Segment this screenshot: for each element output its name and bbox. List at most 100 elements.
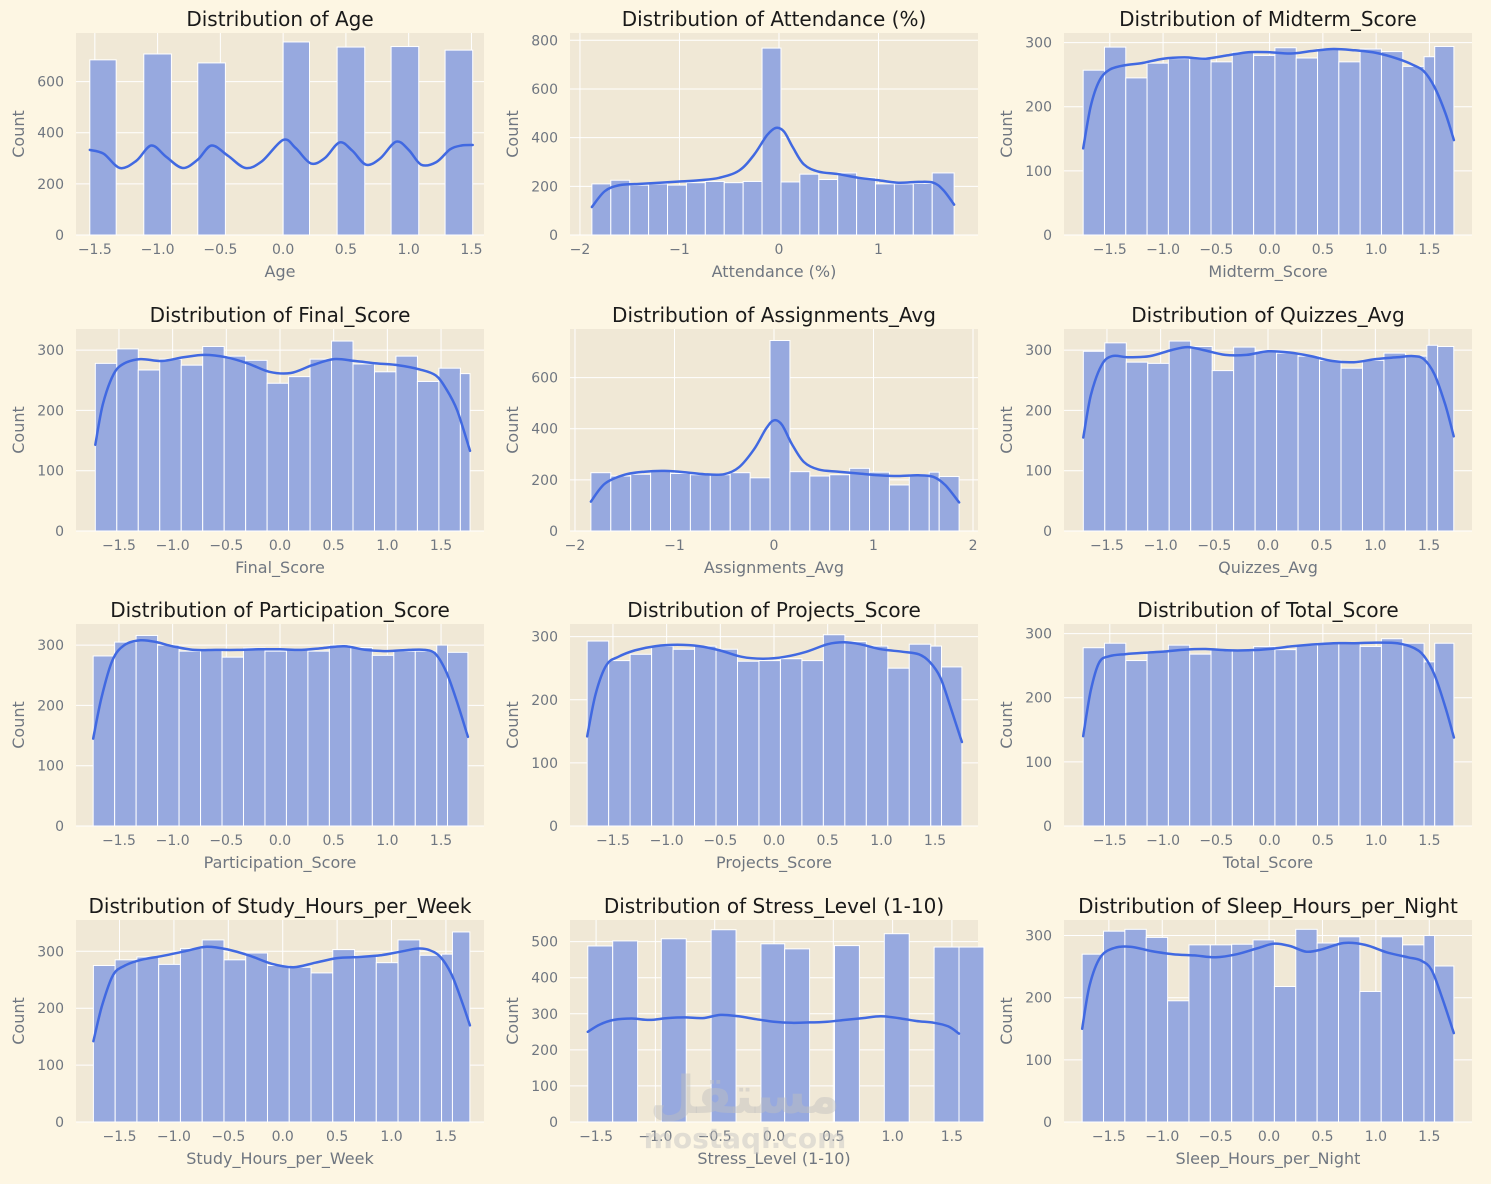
x-tick-label: −1.0 [638, 1129, 672, 1145]
histogram-bar [729, 472, 751, 532]
y-tick-label: 800 [531, 33, 558, 49]
y-tick-label: 200 [531, 693, 558, 709]
histogram-bar [685, 182, 706, 236]
histogram-bar [310, 972, 334, 1123]
x-tick-label: −1 [664, 538, 685, 554]
histogram-bar [264, 650, 287, 827]
histogram-bar [1231, 51, 1255, 236]
histogram-bar [833, 945, 860, 1123]
x-tick-label: 1 [869, 538, 878, 554]
y-axis-label: Count [503, 406, 522, 454]
y-tick-label: 0 [549, 1115, 558, 1131]
histogram-bar [441, 953, 453, 1123]
kde-line [590, 126, 956, 209]
x-tick-label: 0.0 [1258, 1129, 1280, 1145]
histogram-bar [1168, 340, 1192, 532]
x-tick-label: −1.0 [1145, 1129, 1179, 1145]
kde-line [94, 353, 472, 453]
x-tick-label: 0.5 [1312, 242, 1334, 258]
x-tick-label: −2 [565, 538, 586, 554]
chart-title: Distribution of Stress_Level (1-10) [604, 894, 944, 918]
histogram-bar [610, 475, 632, 532]
x-tick-label: −1.0 [156, 538, 190, 554]
histogram-bar [1188, 944, 1211, 1123]
x-tick-label: 1.0 [376, 538, 398, 554]
y-axis-label: Count [9, 701, 28, 749]
x-tick-label: 1.5 [430, 833, 452, 849]
histogram-bar [1124, 928, 1147, 1123]
y-axis-label: Count [503, 110, 522, 158]
histogram-bar [137, 369, 161, 532]
histogram-bar [282, 41, 311, 236]
x-axis-label: Stress_Level (1-10) [697, 1149, 850, 1169]
histogram-bar [307, 650, 330, 827]
histogram-bar [856, 177, 877, 236]
x-tick-label: 0.5 [1311, 538, 1333, 554]
histogram-bar [875, 183, 895, 236]
chart-title: Distribution of Age [186, 7, 373, 31]
x-tick-label: 0.0 [269, 833, 291, 849]
histogram-bar [1145, 936, 1169, 1123]
histogram-bar [650, 470, 672, 532]
histogram-bar [459, 373, 471, 532]
histogram-bar [245, 359, 268, 532]
chart-title: Distribution of Projects_Score [627, 598, 921, 622]
y-tick-label: 400 [531, 971, 558, 987]
x-tick-label: 0.5 [822, 1129, 844, 1145]
histogram-bar [1317, 48, 1340, 236]
histogram-bar [667, 184, 687, 236]
kde-line [1081, 47, 1456, 150]
histogram-bar [761, 47, 782, 236]
x-tick-label: −1.0 [1146, 833, 1180, 849]
y-tick-label: 300 [1025, 343, 1052, 359]
histogram-bar [736, 660, 760, 827]
x-tick-label: −0.5 [703, 833, 737, 849]
histogram-bar [1338, 61, 1361, 236]
histogram-bar [610, 179, 631, 236]
histogram-bar [1125, 77, 1148, 236]
histogram-bar [1146, 651, 1169, 827]
histogram-bar [1359, 645, 1382, 827]
histogram-bar [1231, 943, 1254, 1123]
histogram-bar [419, 954, 443, 1123]
chart-title: Distribution of Midterm_Score [1119, 7, 1417, 31]
y-tick-label: 100 [1025, 164, 1052, 180]
chart-panel: −1.5 −1.0 −0.5 0.0 0.5 1.0 1.5 0 100 200 300 Distri… [503, 598, 978, 873]
histogram-bar [1081, 953, 1105, 1123]
x-axis-label: Study_Hours_per_Week [186, 1149, 374, 1169]
histogram-bar [822, 634, 846, 827]
x-tick-label: 0.0 [1258, 833, 1280, 849]
y-axis-label: Count [997, 997, 1016, 1045]
histogram-bar [1359, 48, 1382, 236]
x-tick-label: 0.5 [1312, 833, 1334, 849]
histogram-bar [94, 362, 118, 532]
chart-panel: −1.5 −1.0 −0.5 0.0 0.5 1.0 1.5 0 100 200 300 Distri… [9, 303, 484, 578]
histogram-bar [328, 644, 352, 827]
x-axis-label: Assignments_Avg [704, 558, 844, 578]
histogram-bar [1233, 346, 1256, 532]
x-tick-label: 1.5 [460, 242, 482, 258]
histogram-bar [332, 949, 356, 1123]
histogram-bar [309, 358, 333, 532]
chart-title: Distribution of Participation_Score [110, 598, 450, 622]
y-tick-label: 0 [55, 819, 64, 835]
histogram-bar [1167, 58, 1191, 236]
histogram-bar [393, 650, 416, 827]
x-tick-label: −0.5 [1199, 833, 1233, 849]
x-axis-label: Age [265, 262, 296, 281]
y-tick-label: 200 [37, 403, 64, 419]
histogram-bar [221, 656, 244, 827]
histogram-bar [1295, 928, 1318, 1123]
x-tick-label: −1.0 [141, 242, 175, 258]
x-tick-label: 0.0 [272, 242, 294, 258]
histogram-bar [893, 183, 914, 236]
histogram-bar [801, 660, 824, 827]
y-tick-label: 300 [1025, 627, 1052, 643]
histogram-bar [715, 648, 738, 827]
x-tick-label: 0.5 [335, 242, 357, 258]
chart-title: Distribution of Final_Score [150, 303, 411, 327]
y-axis-label: Count [503, 997, 522, 1045]
histogram-bar [1297, 355, 1321, 532]
y-tick-label: 300 [37, 638, 64, 654]
histogram-bar [1254, 350, 1278, 532]
